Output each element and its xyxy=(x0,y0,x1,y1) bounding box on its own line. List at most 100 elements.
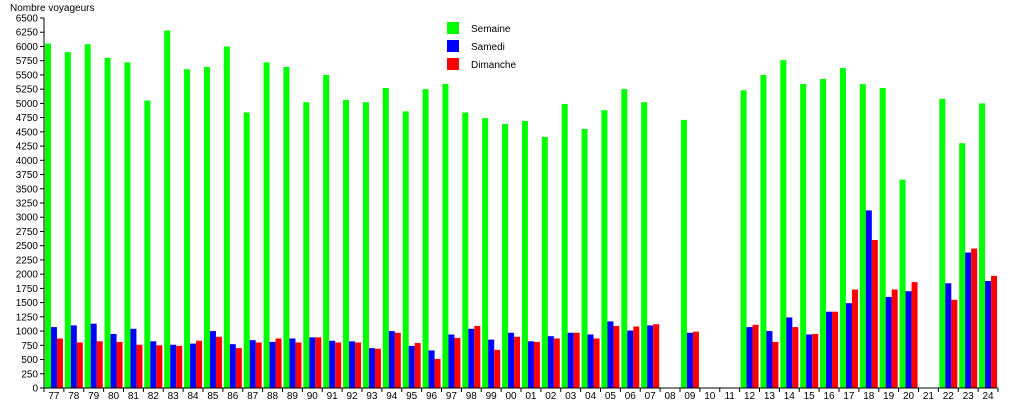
y-tick-label: 1750 xyxy=(16,284,39,295)
x-tick-label: 07 xyxy=(645,391,657,400)
legend-swatch-samedi xyxy=(447,40,459,52)
x-tick-label: 03 xyxy=(565,391,577,400)
bar-dimanche-91 xyxy=(335,342,342,388)
y-tick-label: 5000 xyxy=(16,99,39,110)
bar-semaine-78 xyxy=(64,52,71,389)
bar-dimanche-97 xyxy=(454,337,461,388)
x-tick-label: 90 xyxy=(307,391,319,400)
bar-semaine-80 xyxy=(104,57,111,388)
bar-dimanche-99 xyxy=(494,349,501,388)
y-tick-label: 3000 xyxy=(16,213,39,224)
bar-semaine-18 xyxy=(859,84,866,389)
bar-dimanche-87 xyxy=(255,342,262,388)
legend-label-dimanche: Dimanche xyxy=(471,60,516,71)
bar-dimanche-93 xyxy=(374,348,381,388)
bar-samedi-94 xyxy=(388,331,395,388)
bar-semaine-09 xyxy=(680,119,687,389)
y-tick-label: 2000 xyxy=(16,270,39,281)
bar-dimanche-85 xyxy=(215,336,222,388)
bar-semaine-94 xyxy=(382,88,389,388)
x-tick-label: 78 xyxy=(68,391,80,400)
bar-semaine-97 xyxy=(442,84,449,389)
x-tick-label: 82 xyxy=(148,391,160,400)
bar-dimanche-86 xyxy=(235,348,242,388)
x-tick-label: 91 xyxy=(327,391,339,400)
bar-samedi-24 xyxy=(985,280,992,388)
x-tick-label: 10 xyxy=(704,391,716,400)
bar-samedi-97 xyxy=(448,334,455,388)
y-tick-label: 6250 xyxy=(16,28,39,39)
bar-semaine-84 xyxy=(184,69,191,388)
y-tick-label: 0 xyxy=(32,384,38,395)
bar-semaine-96 xyxy=(422,89,429,389)
bar-dimanche-77 xyxy=(56,338,63,388)
y-tick-label: 1000 xyxy=(16,327,39,338)
bar-semaine-99 xyxy=(482,118,489,388)
bar-samedi-90 xyxy=(309,337,316,388)
x-tick-label: 14 xyxy=(784,391,796,400)
legend: Semaine Samedi Dimanche xyxy=(447,22,516,71)
bar-samedi-83 xyxy=(170,344,177,388)
y-tick-label: 1500 xyxy=(16,298,39,309)
bar-semaine-83 xyxy=(164,30,171,389)
bar-semaine-87 xyxy=(243,112,250,388)
x-tick-label: 00 xyxy=(506,391,518,400)
y-tick-label: 6500 xyxy=(16,14,39,25)
bar-samedi-95 xyxy=(408,345,415,388)
bar-semaine-03 xyxy=(561,103,568,388)
bar-semaine-20 xyxy=(899,179,906,388)
y-tick-label: 2500 xyxy=(16,241,39,252)
bar-semaine-85 xyxy=(203,66,210,388)
y-tick-label: 500 xyxy=(21,355,38,366)
bar-dimanche-88 xyxy=(275,338,282,388)
x-tick-label: 86 xyxy=(227,391,239,400)
bar-dimanche-15 xyxy=(812,333,819,388)
bar-samedi-79 xyxy=(90,323,97,388)
bar-samedi-98 xyxy=(468,328,475,388)
bar-dimanche-19 xyxy=(891,289,898,388)
bar-semaine-01 xyxy=(521,121,528,389)
y-tick-label: 250 xyxy=(21,369,38,380)
bar-semaine-07 xyxy=(641,102,648,388)
y-tick-label: 4750 xyxy=(16,113,39,124)
bar-samedi-05 xyxy=(607,321,614,388)
bar-samedi-93 xyxy=(368,348,375,388)
legend-label-semaine: Semaine xyxy=(471,24,511,35)
bar-samedi-19 xyxy=(885,296,892,388)
bar-samedi-88 xyxy=(269,341,276,388)
bar-samedi-99 xyxy=(488,339,495,388)
bar-samedi-91 xyxy=(329,340,336,388)
bar-dimanche-05 xyxy=(613,325,620,388)
bar-dimanche-95 xyxy=(414,343,421,388)
bar-samedi-13 xyxy=(766,331,773,388)
bar-dimanche-80 xyxy=(116,341,123,388)
x-tick-label: 05 xyxy=(605,391,617,400)
bar-samedi-12 xyxy=(746,327,753,388)
x-tick-label: 17 xyxy=(843,391,855,400)
x-tick-label: 20 xyxy=(903,391,915,400)
x-tick-label: 96 xyxy=(426,391,438,400)
bar-dimanche-14 xyxy=(792,327,799,388)
x-tick-label: 93 xyxy=(366,391,378,400)
x-tick-label: 85 xyxy=(207,391,219,400)
bar-samedi-85 xyxy=(209,331,216,388)
bar-dimanche-23 xyxy=(971,248,978,388)
x-tick-label: 77 xyxy=(48,391,60,400)
bar-semaine-95 xyxy=(402,111,409,388)
legend-swatch-dimanche xyxy=(447,58,459,70)
bar-semaine-22 xyxy=(939,98,946,388)
bar-semaine-05 xyxy=(601,110,608,388)
x-tick-label: 84 xyxy=(188,391,200,400)
x-tick-label: 04 xyxy=(585,391,597,400)
bar-dimanche-07 xyxy=(653,324,660,388)
y-tick-label: 6000 xyxy=(16,42,39,53)
bar-samedi-96 xyxy=(428,350,435,388)
x-tick-label: 98 xyxy=(466,391,478,400)
bar-samedi-23 xyxy=(965,252,972,388)
legend-label-samedi: Samedi xyxy=(471,42,505,53)
x-tick-label: 24 xyxy=(983,391,995,400)
bar-semaine-88 xyxy=(263,62,270,389)
x-tick-label: 01 xyxy=(525,391,537,400)
bar-samedi-06 xyxy=(627,330,634,388)
